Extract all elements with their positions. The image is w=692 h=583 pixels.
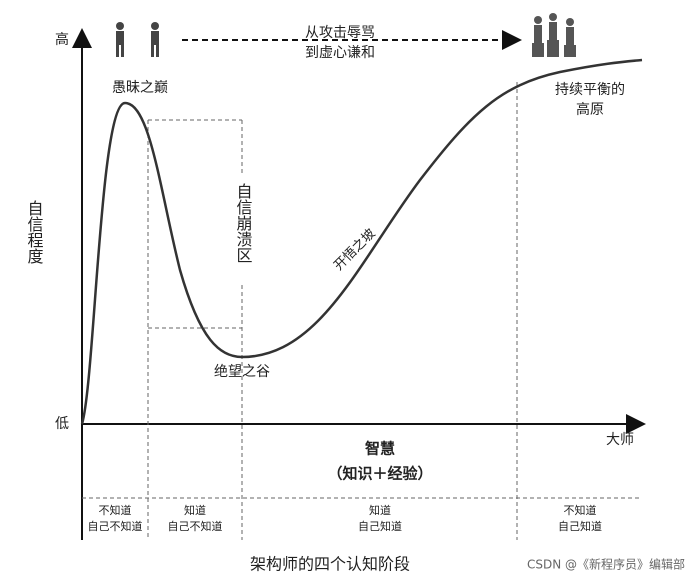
transition-label: 到虚心谦和 xyxy=(305,45,375,61)
stage-label: 知道 xyxy=(184,503,206,517)
y-label: 自信程度 xyxy=(25,200,44,264)
valley-label: 绝望之谷 xyxy=(214,364,270,380)
y-low: 低 xyxy=(55,416,69,432)
collapse-label: 自信崩溃区 xyxy=(234,183,253,263)
plateau-label: 持续平衡的 xyxy=(555,81,625,98)
x-label: 智慧 xyxy=(365,440,395,458)
guides xyxy=(82,82,642,540)
watermark: CSDN @《新程序员》编辑部 xyxy=(527,557,685,572)
peak-label: 愚昧之巅 xyxy=(112,80,168,96)
plateau-label: 高原 xyxy=(576,101,604,118)
stage-label: 自己不知道 xyxy=(88,519,143,533)
x-end: 大师 xyxy=(606,432,634,448)
stage-label: 自己不知道 xyxy=(168,519,223,533)
x-sublabel: （知识＋经验） xyxy=(327,465,432,483)
caption: 架构师的四个认知阶段 xyxy=(250,555,410,574)
stage-label: 自己知道 xyxy=(358,519,402,533)
stage-label: 知道 xyxy=(369,503,391,517)
stage-label: 不知道 xyxy=(564,503,597,517)
stage-label: 不知道 xyxy=(99,503,132,517)
quarrel-icon xyxy=(116,22,159,57)
stage-label: 自己知道 xyxy=(558,519,602,533)
podium-icon xyxy=(532,13,576,57)
y-high: 高 xyxy=(55,31,69,48)
transition-label: 从攻击辱骂 xyxy=(305,25,375,41)
confidence-curve xyxy=(80,58,643,425)
